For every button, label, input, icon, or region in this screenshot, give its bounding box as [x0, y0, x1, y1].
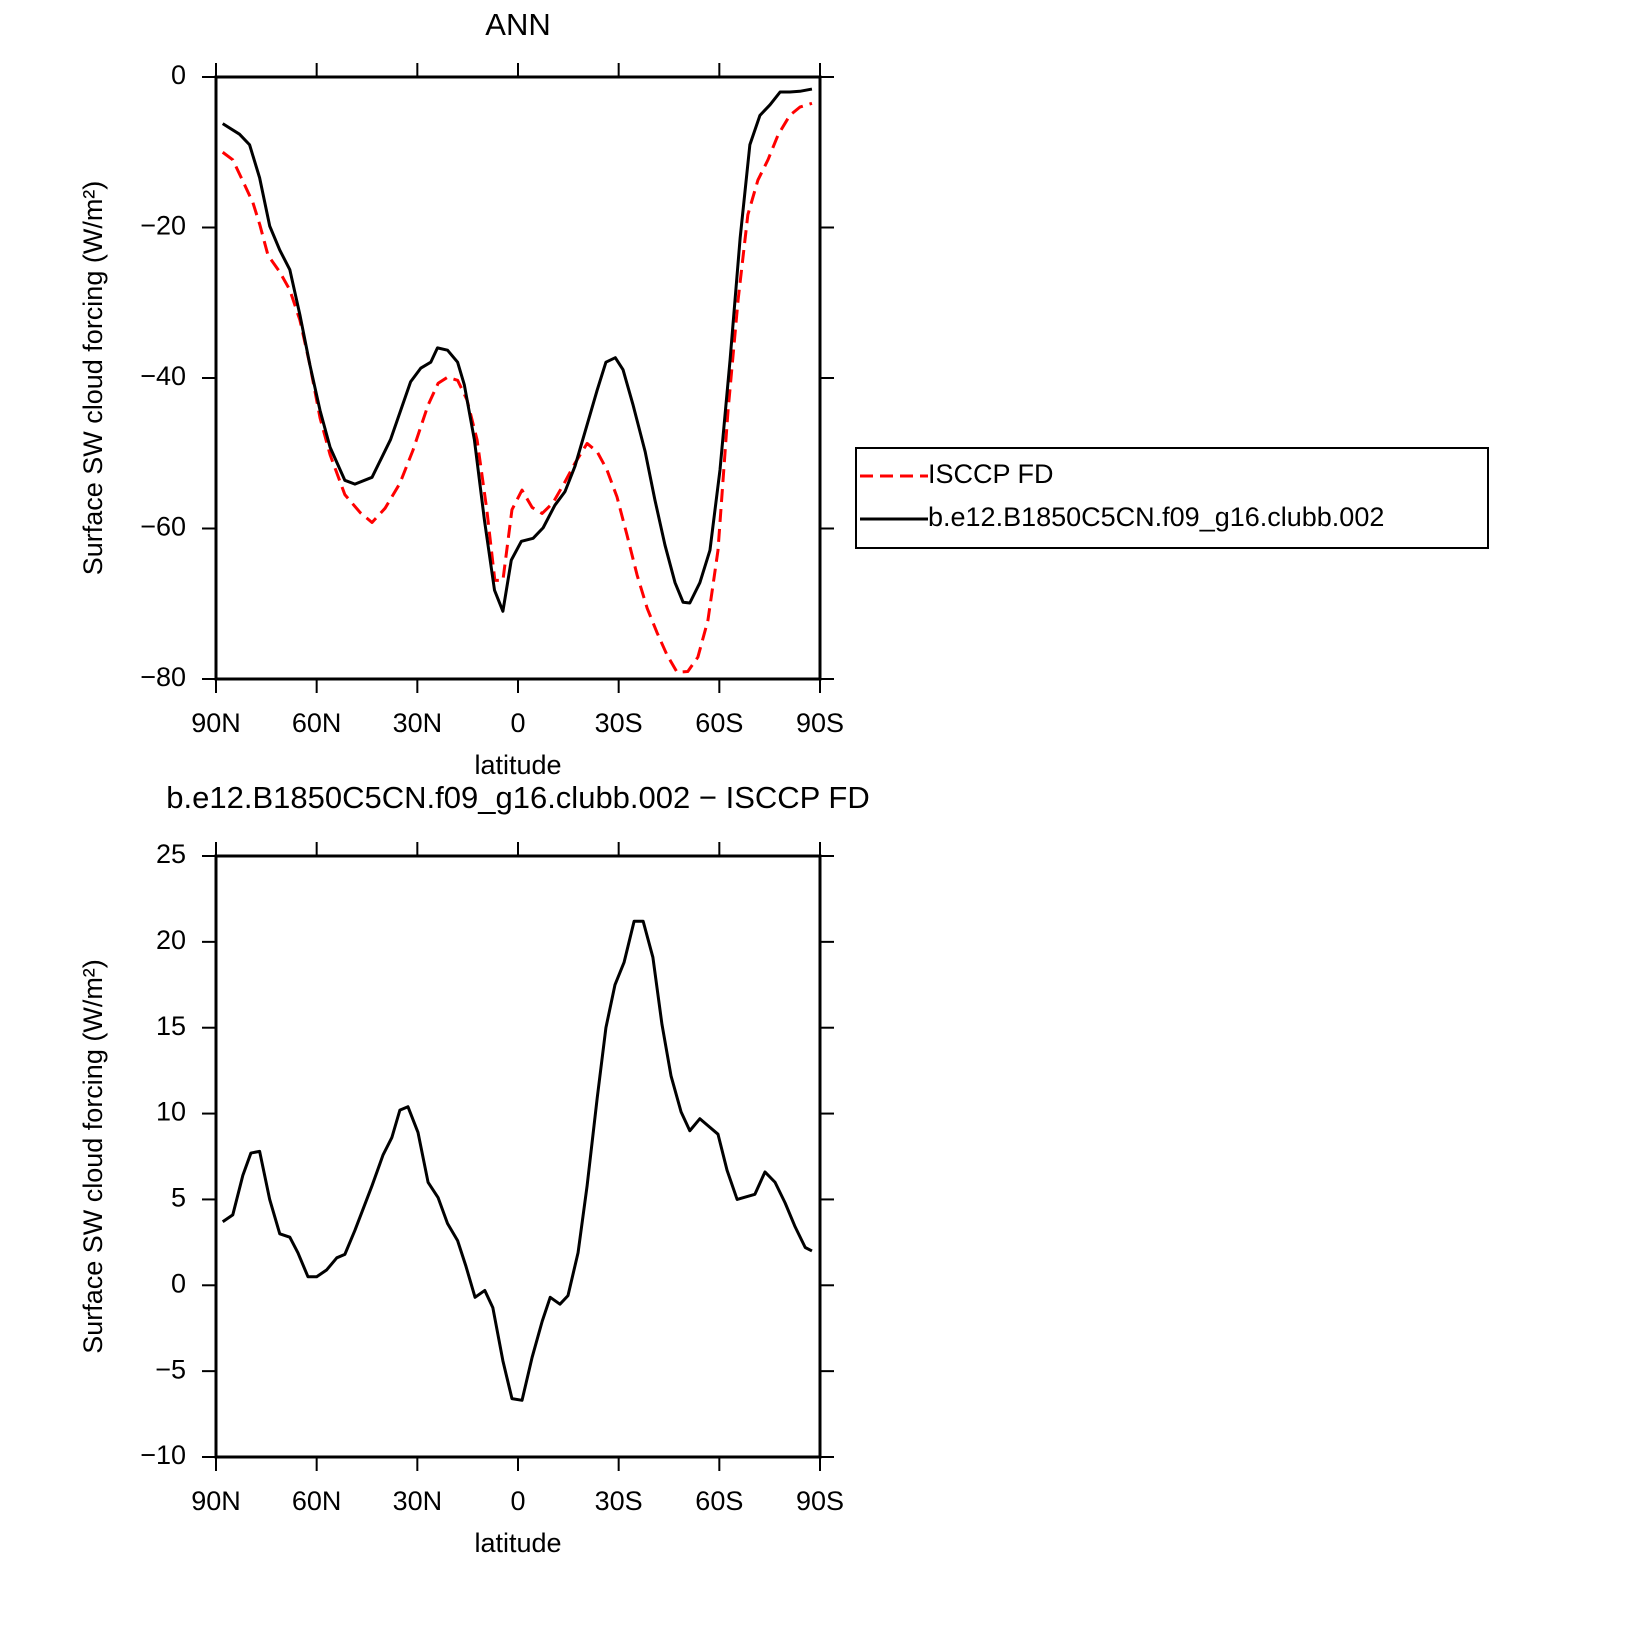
y-axis-label: Surface SW cloud forcing (W/m²)	[78, 181, 108, 576]
x-tick-label: 90N	[191, 1486, 241, 1516]
x-tick-label: 30N	[393, 1486, 443, 1516]
data-line	[221, 87, 813, 613]
data-line	[221, 919, 813, 1402]
x-tick-label: 30S	[595, 708, 643, 738]
x-tick-label: 30N	[393, 708, 443, 738]
y-axis-label: Surface SW cloud forcing (W/m²)	[78, 959, 108, 1354]
data-line	[221, 101, 813, 674]
y-tick-label: 25	[156, 839, 186, 869]
y-tick-label: −40	[140, 361, 186, 391]
x-tick-label: 60S	[695, 708, 743, 738]
plot-frame	[214, 854, 822, 1459]
x-tick-label: 90S	[796, 708, 844, 738]
y-tick-label: 20	[156, 925, 186, 955]
x-tick-label: 60S	[695, 1486, 743, 1516]
x-tick-label: 60N	[292, 1486, 342, 1516]
chart-title: ANN	[485, 7, 550, 42]
y-tick-label: −5	[155, 1354, 186, 1384]
y-tick-label: −20	[140, 211, 186, 241]
x-tick-label: 0	[510, 1486, 525, 1516]
y-tick-label: −10	[140, 1440, 186, 1470]
chart-title: b.e12.B1850C5CN.f09_g16.clubb.002 − ISCC…	[166, 780, 869, 815]
y-tick-label: −60	[140, 512, 186, 542]
x-axis-label: latitude	[474, 1528, 561, 1558]
y-tick-label: 15	[156, 1011, 186, 1041]
x-tick-label: 60N	[292, 708, 342, 738]
legend-label: b.e12.B1850C5CN.f09_g16.clubb.002	[928, 502, 1384, 532]
plot-frame	[214, 75, 822, 681]
legend-box	[855, 447, 1489, 549]
x-axis-label: latitude	[474, 750, 561, 780]
x-tick-label: 90N	[191, 708, 241, 738]
y-tick-label: 10	[156, 1097, 186, 1127]
y-tick-label: 0	[171, 1268, 186, 1298]
x-tick-label: 90S	[796, 1486, 844, 1516]
x-tick-label: 0	[510, 708, 525, 738]
y-tick-label: 0	[171, 60, 186, 90]
y-tick-label: −80	[140, 662, 186, 692]
y-tick-label: 5	[171, 1183, 186, 1213]
x-tick-label: 30S	[595, 1486, 643, 1516]
legend-label: ISCCP FD	[928, 459, 1054, 489]
